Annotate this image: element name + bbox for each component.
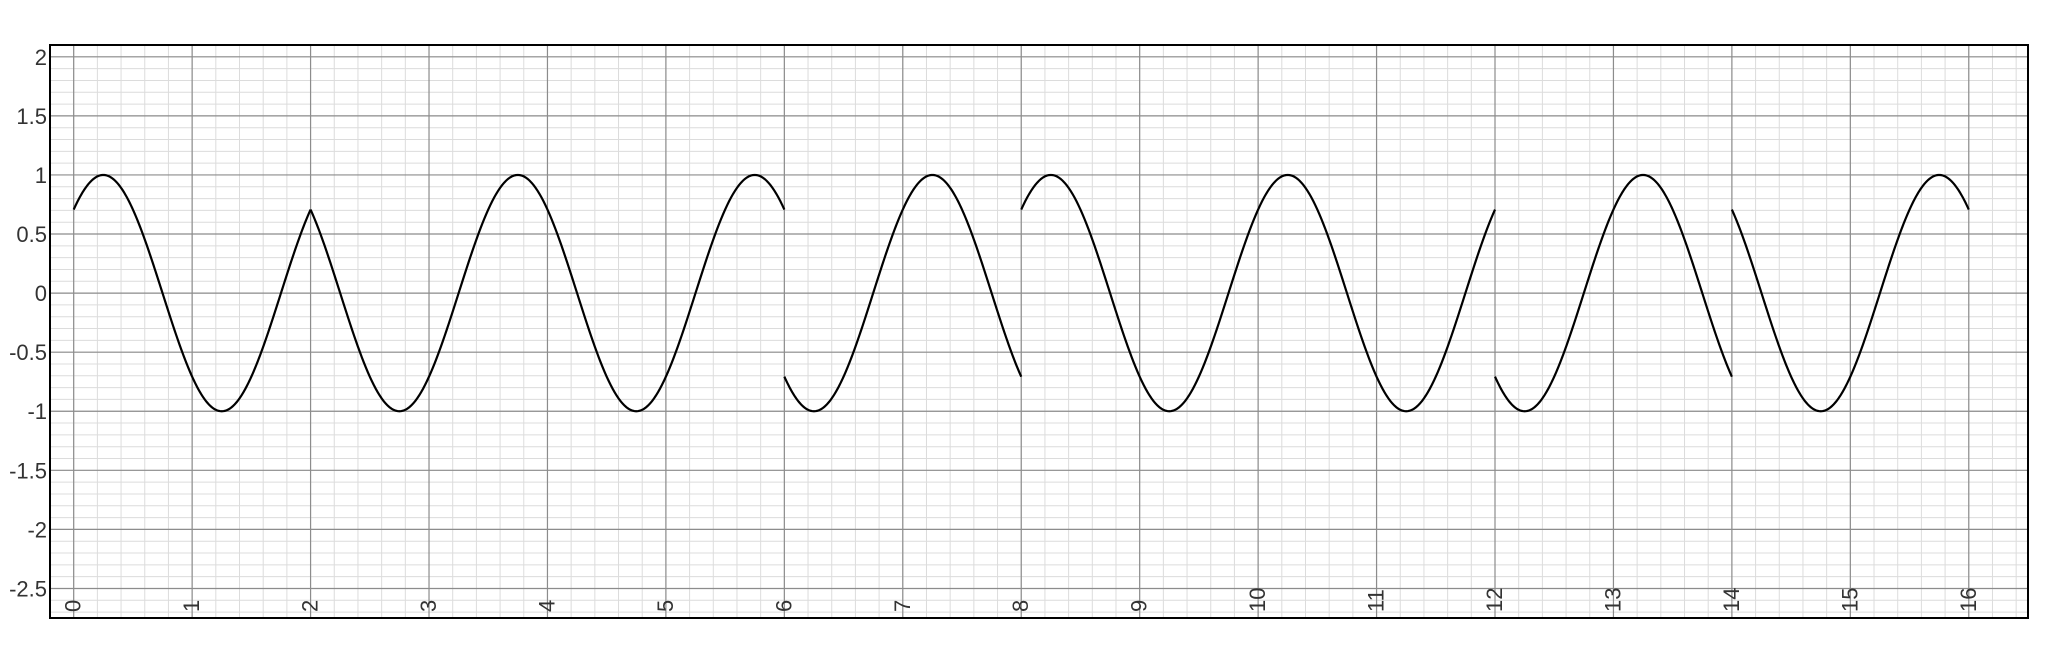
y-tick-label: -1.5	[9, 458, 47, 483]
y-tick-label: 0	[35, 281, 47, 306]
y-tick-label: -0.5	[9, 340, 47, 365]
y-tick-label: -2	[27, 517, 47, 542]
series-line-segment	[72, 173, 312, 413]
x-tick-label: 7	[890, 600, 915, 612]
x-tick-label: 8	[1008, 600, 1033, 612]
series-line-segment	[1730, 173, 1970, 413]
x-tick-label: 9	[1127, 600, 1152, 612]
series-line-segment	[309, 173, 786, 413]
x-tick-label: 3	[416, 600, 441, 612]
x-tick-label: 1	[179, 600, 204, 612]
y-tick-label: 0.5	[16, 222, 47, 247]
major-grid	[50, 45, 2028, 618]
series-line-segment	[1020, 173, 1497, 413]
x-tick-label: 16	[1956, 588, 1981, 612]
x-tick-label: 4	[534, 600, 559, 612]
series-line-segment	[1494, 173, 1733, 413]
y-tick-label: -1	[27, 399, 47, 424]
y-tick-labels: 2 1.5 1 0.5 0 -0.5 -1 -1.5 -2 -2.5	[9, 45, 47, 602]
x-tick-label: 13	[1600, 588, 1625, 612]
x-tick-label: 6	[771, 600, 796, 612]
series-line-segment	[783, 173, 1023, 413]
x-tick-label: 15	[1837, 588, 1862, 612]
x-tick-label: 2	[298, 600, 323, 612]
y-tick-label: -2.5	[9, 576, 47, 601]
series	[72, 173, 1970, 413]
plot-frame	[49, 44, 2029, 619]
x-tick-label: 14	[1719, 588, 1744, 612]
y-tick-label: 2	[35, 45, 47, 70]
y-tick-label: 1	[35, 163, 47, 188]
x-tick-label: 12	[1482, 588, 1507, 612]
x-tick-label: 5	[653, 600, 678, 612]
x-tick-labels: 0 1 2 3 4 5 6 7 8 9 10 11 12 13 14 15 16	[61, 588, 1981, 612]
y-tick-label: 1.5	[16, 104, 47, 129]
x-tick-label: 0	[61, 600, 86, 612]
x-tick-label: 11	[1364, 589, 1389, 612]
x-tick-label: 10	[1245, 588, 1270, 612]
